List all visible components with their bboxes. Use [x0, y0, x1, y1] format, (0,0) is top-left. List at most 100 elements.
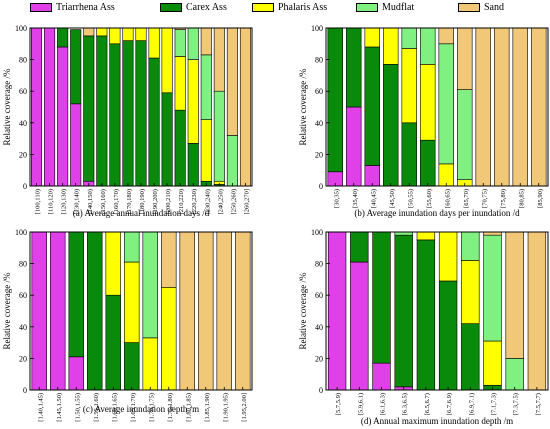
bar-segment [174, 56, 186, 111]
bar-segment [226, 135, 238, 187]
y-tick-label: 0 [319, 386, 323, 395]
bar-segment [83, 35, 95, 182]
legend-label: Carex Ass [186, 2, 227, 13]
bar-segment [161, 27, 173, 94]
bar-segment [174, 29, 186, 57]
bar-segment [124, 261, 140, 343]
bar-segment [109, 27, 121, 45]
x-tick-label: [130,140) [74, 189, 81, 214]
bar-segment [87, 231, 103, 391]
x-tick-label: [250,260) [230, 189, 237, 214]
bar-segment [57, 27, 69, 48]
bar-segment [457, 27, 473, 90]
bar-segment [239, 27, 251, 187]
bar-segment [31, 27, 43, 187]
legend-item: Carex Ass [160, 2, 227, 13]
bar-segment [200, 27, 212, 56]
bar-segment [31, 231, 47, 391]
bar-segment [105, 231, 121, 296]
bar-segment [213, 90, 225, 182]
x-tick-label: [70,75) [481, 189, 488, 208]
bar-segment [179, 231, 195, 391]
bar-segment [70, 29, 82, 105]
x-tick-label: [1.50,1.55) [74, 393, 81, 422]
chart-caption: (a) Average annual inundation days /d [73, 208, 210, 218]
chart-caption: (d) Annual maximum inundation depth /m [361, 416, 513, 426]
bar-segment [122, 40, 134, 187]
bar-segment [327, 231, 347, 391]
bar-segment [135, 40, 147, 187]
x-tick-label: [80,85) [518, 189, 525, 208]
bar-segment [187, 59, 199, 144]
bar-segment [200, 119, 212, 182]
bar-segment [350, 261, 369, 391]
x-tick-label: [85,90) [537, 189, 544, 208]
bar-segment [213, 27, 225, 92]
plot-frame [325, 231, 549, 391]
bar-segment [96, 35, 108, 187]
chart-panel: 0 20 40 60 80 100 [5.7,5.9) [5.9,6.1) [6.1,6.3) [… [298, 228, 549, 426]
bar-segment [122, 27, 134, 41]
x-tick-label: [160,170) [113, 189, 120, 214]
x-tick-label: [6.1,6.3) [380, 393, 387, 415]
legend-swatch [252, 3, 274, 12]
bar-segment [105, 294, 121, 391]
x-tick-label: [150,160) [100, 189, 107, 214]
x-tick-label: [7.3,7.5) [513, 393, 520, 415]
bar-segment [161, 286, 177, 391]
y-tick-label: 80 [315, 260, 323, 269]
y-tick-label: 100 [15, 24, 27, 33]
x-tick-label: [1.60,1.65) [111, 393, 118, 422]
x-tick-label: [240,250) [217, 189, 224, 214]
bar-segment [346, 27, 362, 108]
x-tick-label: [120,130) [61, 189, 68, 214]
x-tick-label: [6.7,6.9) [446, 393, 453, 415]
legend-label: Mudflat [382, 2, 415, 13]
legend-swatch [30, 3, 52, 12]
bar-segment [226, 27, 238, 136]
bar-segment [135, 27, 147, 41]
bar-segment [401, 48, 417, 124]
bar-segment [483, 234, 502, 342]
bar-segment [148, 57, 160, 187]
chart-caption: (b) Average inundation days per inundati… [354, 208, 520, 218]
x-tick-label: [6.5,6.7) [424, 393, 431, 415]
x-tick-label: [1.95,2.00] [241, 393, 248, 422]
bar-segment [68, 356, 84, 391]
y-tick-label: 40 [315, 119, 323, 128]
y-tick-label: 80 [315, 56, 323, 65]
bar-segment [438, 280, 458, 391]
legend-label: Phalaris Ass [278, 2, 328, 13]
bar-segment [200, 54, 212, 120]
y-axis-label: Relative coverage /% [2, 272, 12, 349]
bar-segment [235, 231, 251, 391]
bar-segment [383, 64, 399, 187]
bar-segment [187, 143, 199, 187]
chart-panel: 0 20 40 60 80 100 [30,35) [35,40) [40,45) [45,50)… [298, 24, 549, 218]
bar-segment [346, 106, 362, 187]
x-tick-label: [1.55,1.60) [93, 393, 100, 422]
bar-segment [420, 27, 436, 65]
y-tick-label: 0 [319, 182, 323, 191]
x-tick-label: [35,40) [352, 189, 359, 208]
bar-segment [420, 64, 436, 141]
x-tick-label: [220,230) [191, 189, 198, 214]
x-tick-label: [260,270] [243, 189, 250, 214]
bar-segment [327, 27, 343, 173]
legend: Triarrhena Ass Carex Ass Phalaris Ass Mudfl… [30, 2, 550, 16]
y-tick-label: 60 [315, 291, 323, 300]
x-tick-label: [190,200) [152, 189, 159, 214]
bar-segment [394, 234, 413, 388]
x-tick-label: [6.9,7.1) [468, 393, 475, 415]
x-tick-label: [1.90,1.95) [222, 393, 229, 422]
chart-panel: 0 20 40 60 80 100 [1.40,1.45) [1.45,1.50) [1.50,… [2, 228, 253, 422]
x-tick-label: [100,110) [35, 189, 42, 214]
bar-segment [350, 231, 369, 263]
y-tick-label: 60 [19, 291, 27, 300]
y-tick-label: 60 [315, 87, 323, 96]
x-tick-label: [110,120) [48, 189, 55, 214]
y-axis-label: Relative coverage /% [298, 68, 308, 145]
bar-segment [531, 27, 547, 187]
x-tick-label: [60,65) [444, 189, 451, 208]
y-tick-label: 40 [19, 119, 27, 128]
